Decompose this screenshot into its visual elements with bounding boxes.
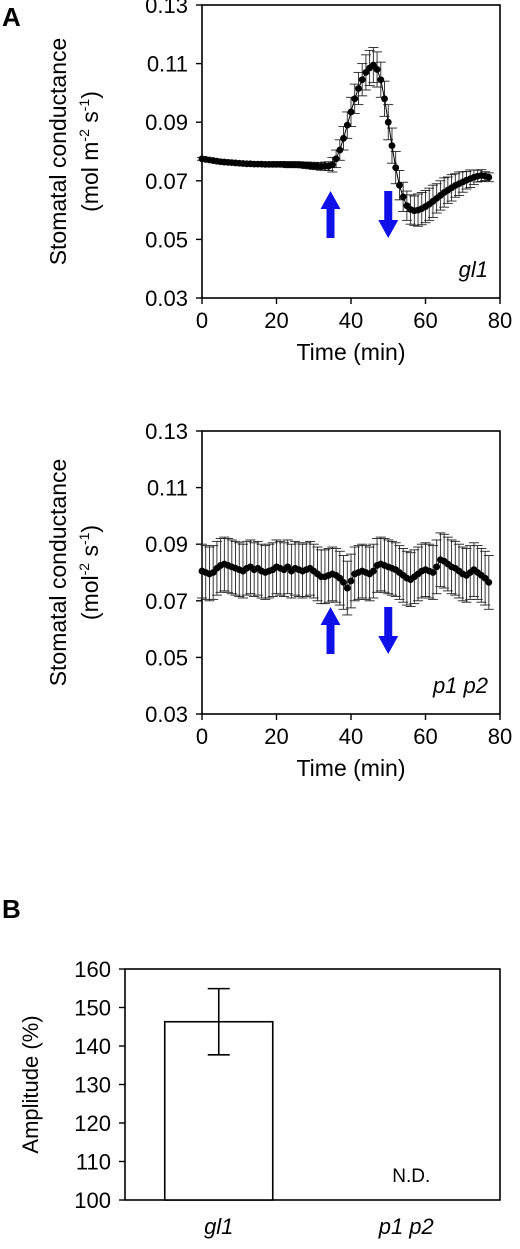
arrow-up-icon <box>320 191 341 238</box>
x-tick-label: 20 <box>264 724 288 749</box>
data-point <box>381 95 388 103</box>
amplitude-bar-chart: 100 110 120 130 140 150 160 Amplitude (%) gl1 p1 … <box>18 957 501 1239</box>
x-axis-title: Time (min) <box>296 339 405 365</box>
data-point <box>328 161 336 169</box>
y-tick-label: 0.11 <box>147 476 188 501</box>
data-point <box>358 76 366 84</box>
x-tick-label: 80 <box>488 724 512 749</box>
x-tick-label: 20 <box>264 308 288 333</box>
y-tick-label: 110 <box>76 1150 111 1175</box>
y-tick-label: 0.03 <box>145 702 188 727</box>
y-tick-label: 0.07 <box>145 589 188 614</box>
y-tick-label: 100 <box>74 1188 111 1213</box>
y-tick-label: 0.09 <box>145 110 188 135</box>
y-axis-unit: (mol m-2 s-1) <box>76 91 103 212</box>
x-category-label: p1 p2 <box>378 1214 434 1239</box>
data-point <box>340 579 347 586</box>
data-point <box>355 85 362 92</box>
data-point <box>485 173 493 181</box>
genotype-annotation: gl1 <box>459 257 488 282</box>
data-point <box>485 579 493 586</box>
data-point <box>373 66 381 73</box>
y-axis-unit: (mol-2 s-1) <box>76 525 103 620</box>
y-tick-label: 0.13 <box>145 0 188 18</box>
y-tick-label: 0.05 <box>145 227 188 252</box>
x-category-label: gl1 <box>204 1214 233 1239</box>
data-point <box>399 193 407 201</box>
not-determined-label: N.D. <box>392 1166 430 1187</box>
panel-label-a: A <box>2 2 21 32</box>
data-point <box>336 146 344 154</box>
arrow-down-icon <box>378 607 399 654</box>
y-axis-title: Stomatal conductance <box>45 459 71 687</box>
x-tick-label: 0 <box>196 308 208 333</box>
data-point <box>343 584 351 592</box>
data-point <box>340 134 347 142</box>
y-tick-label: 130 <box>74 1073 111 1098</box>
y-tick-label: 0.11 <box>147 52 188 77</box>
y-tick-label: 140 <box>74 1034 111 1059</box>
x-tick-label: 40 <box>339 724 363 749</box>
x-tick-label: 0 <box>196 724 208 749</box>
data-point <box>343 121 351 129</box>
y-tick-label: 0.09 <box>145 532 188 557</box>
data-point <box>332 155 340 163</box>
panel-label-b: B <box>2 894 21 924</box>
arrow-down-icon <box>378 191 399 238</box>
plot-frame <box>201 4 501 299</box>
y-axis-title: Amplitude (%) <box>18 1015 43 1153</box>
y-tick-label: 0.05 <box>145 645 188 670</box>
data-point <box>377 76 385 84</box>
data-point <box>351 95 359 103</box>
x-tick-label: 60 <box>413 724 437 749</box>
p1p2-timecourse-chart: 0.03 0.05 0.07 0.09 0.11 0.13 0 20 40 60 80 Time (m… <box>45 419 512 781</box>
y-tick-label: 120 <box>74 1111 111 1136</box>
y-axis-title: Stomatal conductance <box>45 38 71 266</box>
data-point <box>433 563 441 571</box>
arrow-up-icon <box>320 607 341 654</box>
y-tick-label: 0.03 <box>145 286 188 311</box>
data-point <box>347 108 355 116</box>
x-tick-label: 40 <box>339 308 363 333</box>
data-point <box>396 181 403 189</box>
x-axis-title: Time (min) <box>296 755 405 781</box>
data-point <box>429 569 437 576</box>
data-point <box>392 164 400 172</box>
genotype-annotation: p1 p2 <box>432 673 488 698</box>
y-tick-label: 150 <box>74 996 111 1021</box>
y-tick-label: 160 <box>74 957 111 982</box>
data-point <box>369 567 377 575</box>
data-point <box>384 118 392 126</box>
x-tick-label: 60 <box>413 308 437 333</box>
data-point <box>347 577 355 585</box>
data-point <box>388 142 396 150</box>
x-tick-label: 80 <box>488 308 512 333</box>
y-tick-label: 0.13 <box>145 419 188 444</box>
gl1-timecourse-chart: 0.03 0.05 0.07 0.09 0.11 0.13 0 20 40 60 80 Time (m… <box>45 0 512 365</box>
y-tick-label: 0.07 <box>145 169 188 194</box>
